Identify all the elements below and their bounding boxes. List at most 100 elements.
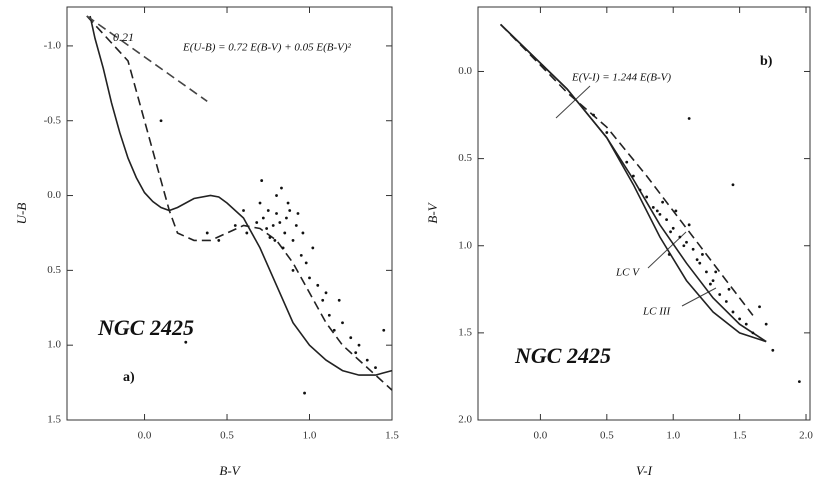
star-point <box>665 218 668 221</box>
star-point <box>303 391 306 395</box>
annotation: NGC 2425 <box>97 315 194 340</box>
star-point <box>291 239 295 242</box>
curve <box>89 15 393 376</box>
star-point <box>731 183 735 187</box>
star-point <box>631 174 635 178</box>
annotation: a) <box>123 370 135 385</box>
star-point <box>337 298 341 302</box>
star-point <box>671 226 675 230</box>
x-tick-label: 0.0 <box>534 430 548 442</box>
y-tick-label: -1.0 <box>44 39 62 51</box>
star-point <box>651 206 655 209</box>
annotation: NGC 2425 <box>514 343 611 368</box>
star-point <box>349 336 353 340</box>
star-point <box>709 282 712 286</box>
star-point <box>286 201 290 205</box>
star-point <box>217 239 221 242</box>
star-point <box>658 212 662 216</box>
star-point <box>233 224 237 227</box>
star-point <box>678 235 682 239</box>
star-point <box>661 200 664 204</box>
star-point <box>797 380 801 384</box>
star-point <box>341 321 344 325</box>
star-point <box>701 253 704 256</box>
star-point <box>184 340 188 344</box>
star-point <box>275 194 278 197</box>
star-point <box>354 351 358 355</box>
annotation: 0.21 <box>113 30 134 44</box>
y-tick-label: 1.5 <box>458 326 472 338</box>
star-point <box>771 348 775 352</box>
star-point <box>281 246 285 250</box>
star-point <box>321 298 325 302</box>
star-point <box>365 358 369 362</box>
star-point <box>751 331 755 335</box>
star-point <box>261 216 265 220</box>
star-point <box>382 328 386 332</box>
star-point <box>758 305 761 309</box>
star-point <box>273 239 277 242</box>
star-point <box>374 366 377 370</box>
star-point <box>682 244 686 248</box>
leader-line <box>555 85 591 119</box>
star-point <box>592 113 595 117</box>
star-point <box>738 317 742 321</box>
star-point <box>655 209 659 213</box>
star-point <box>268 236 272 239</box>
star-point <box>271 224 275 227</box>
star-point <box>727 287 731 291</box>
star-point <box>304 261 308 265</box>
y-tick-label: 1.5 <box>47 414 61 426</box>
x-tick-label: 0.0 <box>138 430 152 442</box>
x-tick-label: 0.5 <box>220 430 234 442</box>
x-tick-label: 2.0 <box>799 430 813 442</box>
x-axis-label: V-I <box>636 463 653 478</box>
star-point <box>316 283 320 287</box>
x-tick-label: 1.5 <box>385 430 399 442</box>
plot-frame <box>477 6 811 421</box>
star-point <box>764 322 768 326</box>
curve <box>86 15 393 391</box>
leader-line <box>681 287 717 307</box>
star-point <box>301 231 305 235</box>
star-point <box>296 212 300 215</box>
y-tick-label: 0.0 <box>47 189 61 201</box>
star-point <box>625 160 629 164</box>
star-point <box>669 230 672 234</box>
y-tick-label: -0.5 <box>44 114 62 126</box>
star-point <box>255 221 259 224</box>
curve <box>86 15 208 102</box>
star-point <box>299 253 303 257</box>
star-point <box>258 201 262 205</box>
y-tick-label: 0.5 <box>47 264 61 276</box>
x-tick-label: 0.5 <box>600 430 614 442</box>
y-tick-label: 2.0 <box>458 414 472 426</box>
star-point <box>674 209 678 213</box>
star-point <box>605 131 609 134</box>
star-point <box>280 186 283 190</box>
star-point <box>324 291 328 295</box>
star-point <box>332 328 336 332</box>
x-axis-label: B-V <box>219 463 241 478</box>
star-point <box>260 179 264 182</box>
star-point <box>159 119 163 123</box>
star-point <box>731 310 735 314</box>
star-point <box>285 216 288 220</box>
x-tick-label: 1.0 <box>303 430 317 442</box>
annotation: LC III <box>642 306 672 318</box>
star-point <box>695 258 699 262</box>
star-point <box>698 261 702 265</box>
star-point <box>357 343 361 347</box>
star-point <box>283 231 287 235</box>
star-point <box>638 188 642 192</box>
star-point <box>645 195 649 199</box>
star-point <box>311 246 315 250</box>
y-tick-label: 1.0 <box>458 239 472 251</box>
star-point <box>685 240 688 244</box>
star-point <box>205 231 209 235</box>
star-point <box>242 209 245 212</box>
annotation: E(V-I) = 1.244 E(B-V) <box>571 72 671 84</box>
y-tick-label: 1.0 <box>47 339 61 351</box>
star-point <box>744 322 748 326</box>
